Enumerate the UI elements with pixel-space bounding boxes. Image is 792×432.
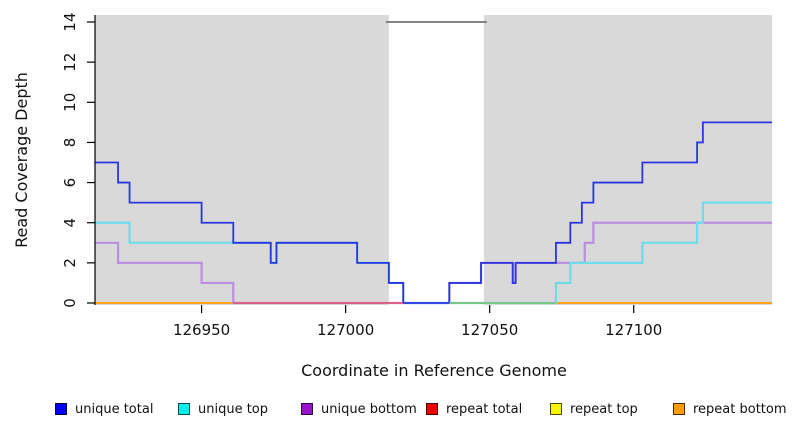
y-tick-label: 2 bbox=[61, 258, 79, 268]
x-axis-title: Coordinate in Reference Genome bbox=[301, 361, 567, 380]
y-tick-label: 8 bbox=[61, 138, 79, 148]
legend-swatch-unique-total bbox=[55, 403, 67, 415]
legend-label: unique top bbox=[198, 401, 269, 417]
y-tick-label: 0 bbox=[61, 298, 79, 308]
y-tick-label: 14 bbox=[61, 12, 79, 31]
legend: unique total unique top unique bottom repea… bbox=[0, 399, 792, 423]
legend-item-unique-total: unique total bbox=[55, 399, 153, 419]
y-tick-label: 12 bbox=[61, 53, 79, 72]
y-tick-label: 4 bbox=[61, 218, 79, 228]
legend-label: unique total bbox=[75, 401, 154, 417]
coverage-gap-band bbox=[388, 15, 484, 305]
legend-swatch-unique-top bbox=[178, 403, 190, 415]
x-tick-label: 127100 bbox=[605, 321, 662, 339]
legend-label: repeat bottom bbox=[693, 401, 787, 417]
y-axis-title: Read Coverage Depth bbox=[12, 72, 31, 248]
legend-label: repeat top bbox=[570, 401, 638, 417]
legend-item-repeat-bottom: repeat bottom bbox=[673, 399, 787, 419]
coverage-chart: 0 2 4 6 8 10 12 14 126950 127000 127050 127100 Coor… bbox=[12, 12, 772, 380]
series-unique-total bbox=[95, 121, 772, 304]
y-tick-label: 10 bbox=[61, 93, 79, 112]
legend-label: unique bottom bbox=[321, 401, 417, 417]
x-tick-label: 126950 bbox=[173, 321, 230, 339]
legend-item-unique-bottom: unique bottom bbox=[301, 399, 417, 419]
legend-swatch-repeat-bottom bbox=[673, 403, 685, 415]
legend-label: repeat total bbox=[446, 401, 523, 417]
legend-item-repeat-total: repeat total bbox=[426, 399, 522, 419]
legend-swatch-repeat-top bbox=[550, 403, 562, 415]
x-tick-label: 127000 bbox=[317, 321, 374, 339]
legend-swatch-repeat-total bbox=[426, 403, 438, 415]
legend-swatch-unique-bottom bbox=[301, 403, 313, 415]
x-tick-label: 127050 bbox=[461, 321, 518, 339]
y-tick-label: 6 bbox=[61, 178, 79, 188]
legend-item-repeat-top: repeat top bbox=[550, 399, 638, 419]
legend-item-unique-top: unique top bbox=[178, 399, 268, 419]
